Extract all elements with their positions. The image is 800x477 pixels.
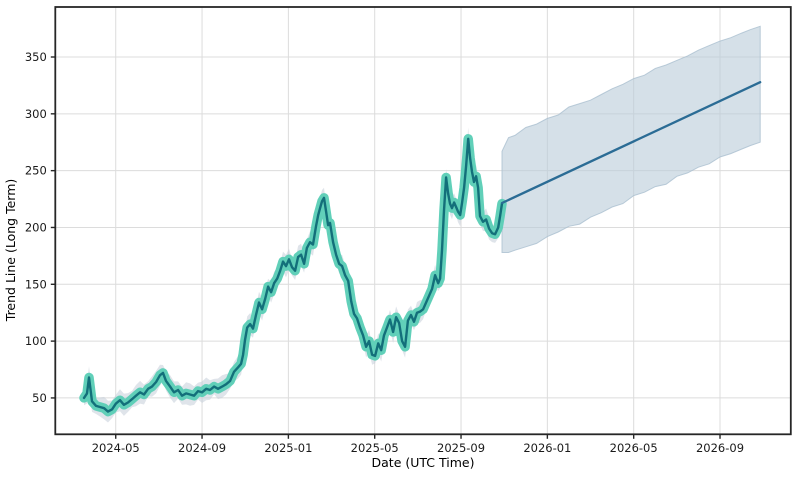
x-tick-label: 2025-01 xyxy=(264,441,312,455)
forecast-trend-line xyxy=(500,81,762,205)
x-tick-label: 2026-05 xyxy=(610,441,658,455)
y-tick-label: 250 xyxy=(25,164,47,178)
forecast-confidence-band xyxy=(501,25,761,253)
y-tick-label: 100 xyxy=(25,334,47,348)
tick-labels: 2024-05 2024-09 2025-01 2025-05 2025-09 2026-… xyxy=(25,50,744,455)
historical-series xyxy=(79,127,507,423)
y-tick-label: 300 xyxy=(25,107,47,121)
x-tick-label: 2025-09 xyxy=(437,441,485,455)
y-tick-label: 350 xyxy=(25,50,47,64)
x-tick-label: 2025-05 xyxy=(351,441,399,455)
forecast-line xyxy=(500,81,762,205)
y-tick-label: 200 xyxy=(25,220,47,234)
y-tick-label: 50 xyxy=(32,391,47,405)
x-tick-label: 2026-01 xyxy=(523,441,571,455)
plot-spines xyxy=(54,6,792,436)
confidence-band-area xyxy=(501,25,761,253)
history-trend-line xyxy=(82,137,504,413)
history-error-halo xyxy=(84,127,502,423)
y-tick-label: 150 xyxy=(25,277,47,291)
x-tick-label: 2024-09 xyxy=(178,441,226,455)
x-axis-label: Date (UTC Time) xyxy=(372,455,475,470)
axes xyxy=(50,6,792,439)
x-tick-label: 2026-09 xyxy=(696,441,744,455)
x-tick-label: 2024-05 xyxy=(92,441,140,455)
y-axis-label: Trend Line (Long Term) xyxy=(3,179,18,322)
